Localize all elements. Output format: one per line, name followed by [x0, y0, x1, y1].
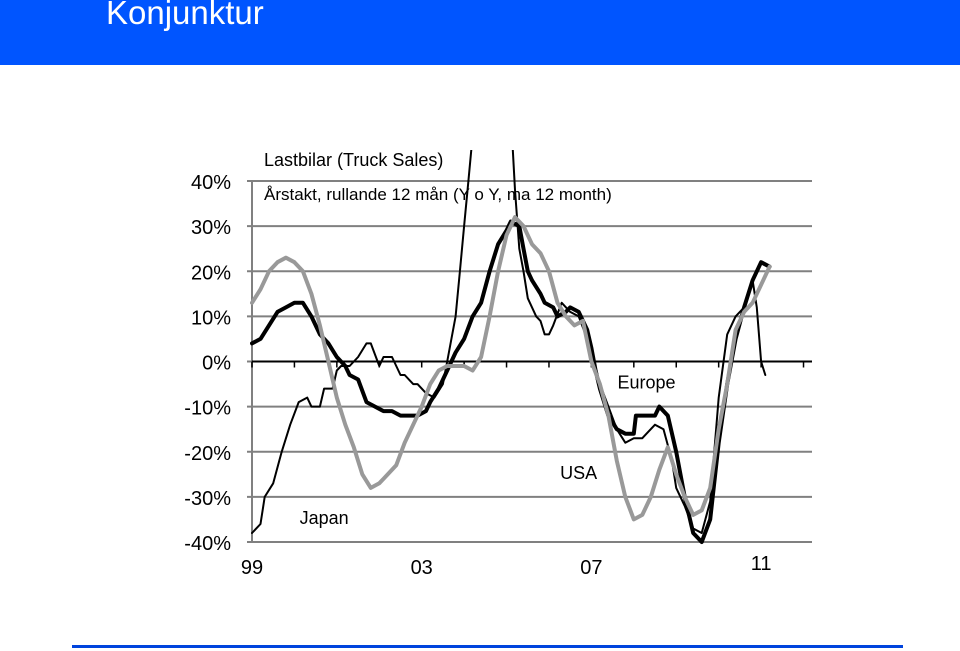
y-tick-label: -30%: [184, 488, 231, 510]
y-tick-label: 20%: [191, 262, 231, 284]
series-line-grey: [250, 215, 772, 522]
chart-title: Lastbilar (Truck Sales): [264, 150, 443, 170]
series-annotation: USA: [560, 463, 597, 483]
series-line-europe: [250, 219, 772, 544]
y-tick-label: -40%: [184, 533, 231, 555]
series-line-japan: [251, 150, 473, 534]
x-tick-label: 99: [241, 557, 263, 579]
series-annotation: Japan: [300, 508, 349, 528]
chart-subtitle: Årstakt, rullande 12 mån (Y o Y, ma 12 m…: [264, 185, 612, 204]
grid: [252, 180, 812, 543]
x-tick-label: 03: [411, 557, 433, 579]
page-title: Konjunktur: [106, 0, 264, 31]
y-tick-label: -10%: [184, 398, 231, 420]
series-line-usa: [511, 150, 767, 534]
labels: Lastbilar (Truck Sales) Årstakt, rulland…: [184, 150, 771, 579]
axes: [247, 180, 812, 543]
y-tick-label: 40%: [191, 172, 231, 194]
x-tick-label: 11: [751, 553, 772, 575]
title-bar: Konjunktur: [0, 0, 960, 65]
series-group: [250, 150, 772, 544]
y-tick-label: 0%: [202, 353, 231, 375]
footer-rule: [72, 645, 903, 648]
x-tick-label: 07: [580, 557, 602, 579]
series-annotation: Europe: [618, 373, 676, 393]
y-tick-label: -20%: [184, 443, 231, 465]
y-tick-label: 30%: [191, 217, 231, 239]
y-tick-label: 10%: [191, 307, 231, 329]
